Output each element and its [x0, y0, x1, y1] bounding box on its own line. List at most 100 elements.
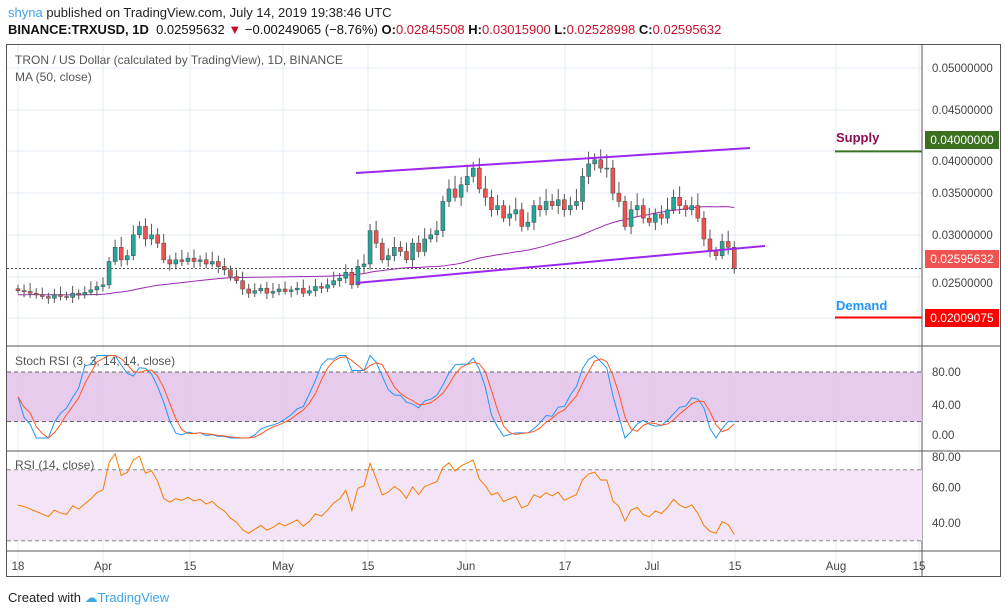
candle-up — [628, 209, 634, 227]
candle-up — [125, 255, 130, 261]
candle-up — [100, 284, 106, 287]
time-tick: 17 — [559, 561, 572, 573]
candle-up — [343, 272, 349, 279]
time-tick: 15 — [362, 561, 375, 573]
candle-down — [21, 290, 27, 292]
candle-up — [252, 290, 257, 294]
rsi-tick: 80.00 — [932, 452, 961, 464]
candle-down — [143, 226, 148, 240]
candle-up — [653, 213, 658, 223]
candle-up — [131, 234, 136, 256]
candle-down — [701, 217, 707, 240]
time-tick: Jun — [457, 561, 476, 573]
candle-down — [477, 167, 482, 190]
candle-down — [27, 291, 33, 294]
candle-up — [586, 163, 591, 177]
price-change: −0.00249065 (−8.76%) — [244, 22, 378, 37]
candle-down — [203, 259, 209, 265]
candle-up — [88, 289, 94, 293]
candle-up — [422, 238, 427, 252]
candle-up — [307, 290, 312, 294]
candle-up — [112, 247, 118, 262]
candle-down — [349, 272, 355, 286]
stoch-tick: 40.00 — [932, 400, 961, 412]
candle-down — [489, 197, 494, 211]
symbol-info: BINANCE:TRXUSD, 1D 0.02595632 ▼ −0.00249… — [8, 22, 721, 37]
stoch-d-line — [17, 355, 735, 439]
candle-up — [185, 257, 191, 262]
candle-down — [216, 261, 221, 267]
candle-down — [76, 292, 81, 296]
candle-down — [301, 287, 306, 294]
candle-up — [507, 213, 512, 219]
candle-down — [155, 234, 160, 244]
rsi-line — [17, 452, 735, 535]
time-tick: Jul — [645, 561, 660, 573]
candle-down — [622, 201, 628, 227]
close-value: 0.02595632 — [652, 22, 722, 37]
candle-up — [665, 209, 670, 219]
candle-up — [446, 188, 452, 202]
candle-up — [94, 286, 100, 291]
stoch-tick: 80.00 — [932, 367, 961, 379]
candle-up — [592, 159, 597, 165]
publish-text: published on TradingView.com, July 14, 2… — [46, 5, 392, 20]
candle-up — [719, 241, 725, 256]
stoch-k-line — [17, 354, 735, 439]
candle-down — [725, 241, 731, 248]
candle-down — [616, 192, 622, 202]
candle-down — [562, 199, 567, 211]
legend-title: TRON / US Dollar (calculated by TradingV… — [15, 53, 343, 67]
legend-rsi: RSI (14, close) — [15, 458, 95, 472]
demand-label: Demand — [836, 298, 888, 313]
candle-up — [580, 176, 585, 202]
candle-down — [610, 167, 616, 194]
candle-up — [671, 197, 676, 211]
candle-down — [452, 188, 458, 198]
candle-down — [167, 259, 172, 265]
price-tick: 0.02500000 — [932, 278, 993, 290]
legend-stoch: Stoch RSI (3, 3, 14, 14, close) — [15, 354, 176, 368]
candle-down — [398, 247, 403, 252]
price-tick: 0.04500000 — [932, 105, 993, 117]
candle-down — [46, 296, 51, 299]
tradingview-link[interactable]: TradingView — [97, 590, 170, 605]
candle-up — [464, 176, 470, 186]
legend-ma: MA (50, close) — [15, 70, 92, 84]
c-label: C: — [638, 22, 653, 37]
candle-up — [288, 289, 294, 292]
time-tick: Aug — [826, 561, 846, 573]
candle-down — [191, 257, 197, 262]
candle-down — [264, 287, 270, 294]
candle-up — [258, 287, 264, 291]
candle-down — [404, 251, 409, 261]
price-tick: 0.05000000 — [932, 63, 993, 75]
candle-down — [246, 288, 251, 294]
l-label: L: — [554, 22, 567, 37]
candle-up — [313, 286, 318, 291]
candle-up — [574, 201, 579, 206]
candle-down — [379, 242, 385, 261]
h-label: H: — [468, 22, 482, 37]
candle-up — [434, 230, 440, 236]
open-value: 0.02845508 — [395, 22, 465, 37]
candle-up — [568, 205, 573, 211]
candle-up — [294, 287, 300, 291]
candle-down — [659, 213, 664, 219]
candle-down — [713, 251, 719, 256]
lower-trendline — [355, 245, 766, 284]
candle-up — [70, 292, 75, 298]
time-tick: 15 — [184, 561, 197, 573]
candle-up — [440, 201, 446, 231]
last-price: 0.02595632 — [156, 22, 225, 37]
candle-up — [106, 261, 112, 286]
candle-up — [604, 167, 610, 170]
candle-up — [52, 294, 57, 299]
time-tick: 15 — [729, 561, 742, 573]
author-link[interactable]: shyna — [8, 5, 43, 20]
candle-up — [270, 291, 276, 294]
chart-frame[interactable] — [6, 44, 1001, 577]
candle-down — [319, 286, 324, 289]
time-tick: 18 — [12, 561, 25, 573]
